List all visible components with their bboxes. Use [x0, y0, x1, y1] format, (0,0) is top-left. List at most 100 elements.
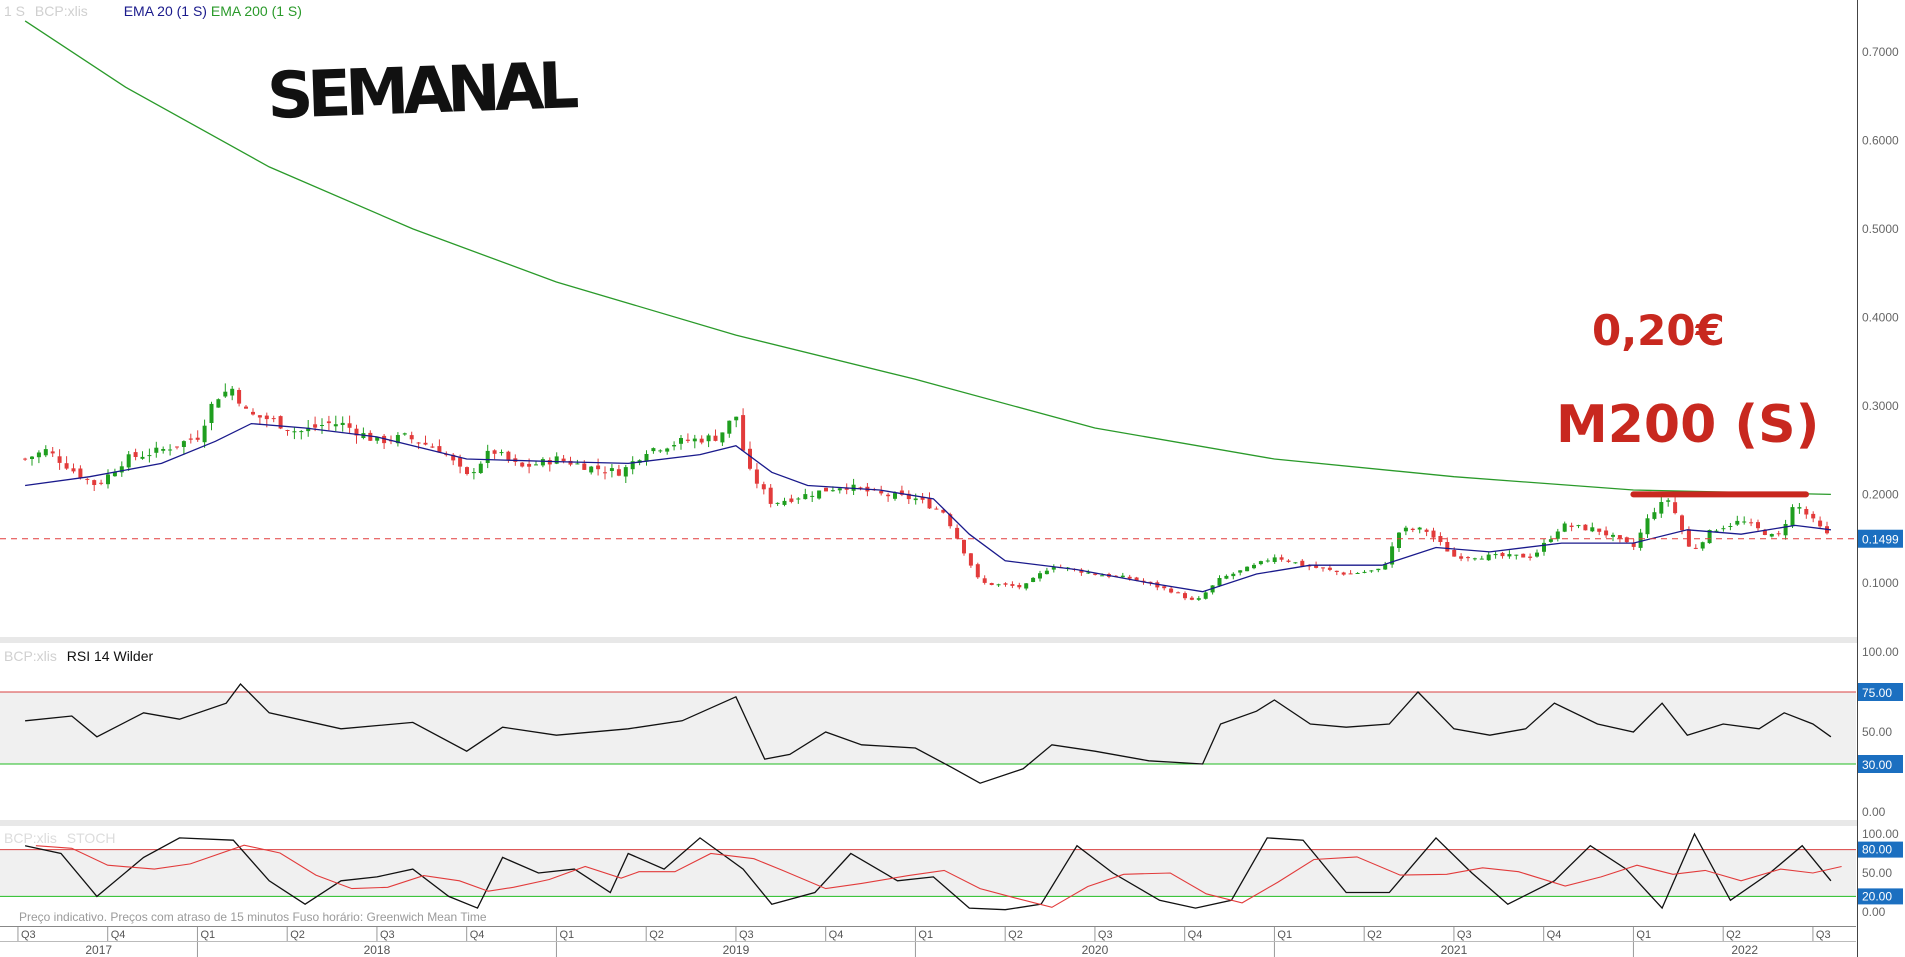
candle-body[interactable]: [1652, 512, 1657, 519]
candle-body[interactable]: [1031, 577, 1036, 582]
candle-body[interactable]: [1120, 575, 1125, 578]
candle-body[interactable]: [1479, 558, 1484, 560]
candle-body[interactable]: [1286, 560, 1291, 562]
candle-body[interactable]: [644, 454, 649, 462]
candle-body[interactable]: [340, 422, 345, 425]
candle-body[interactable]: [1017, 585, 1022, 588]
candle-body[interactable]: [161, 449, 166, 451]
candle-body[interactable]: [996, 584, 1001, 586]
candle-body[interactable]: [1624, 537, 1629, 543]
candle-body[interactable]: [582, 463, 587, 470]
candle-body[interactable]: [540, 459, 545, 466]
candle-body[interactable]: [789, 498, 794, 502]
candle-body[interactable]: [1528, 556, 1533, 558]
candle-body[interactable]: [1638, 532, 1643, 548]
candle-body[interactable]: [1611, 534, 1615, 537]
stoch-d-line[interactable]: [35, 844, 1842, 908]
candle-body[interactable]: [1673, 502, 1678, 514]
candle-body[interactable]: [1341, 572, 1346, 575]
candle-body[interactable]: [906, 493, 911, 500]
candle-body[interactable]: [830, 490, 835, 492]
candle-body[interactable]: [188, 438, 193, 440]
candle-body[interactable]: [1514, 554, 1519, 556]
candle-body[interactable]: [99, 482, 104, 484]
candle-body[interactable]: [1666, 500, 1671, 502]
stoch-k-line[interactable]: [24, 832, 1832, 911]
ema20-legend[interactable]: EMA 20 (1 S): [123, 3, 207, 19]
candle-body[interactable]: [761, 484, 766, 490]
candle-body[interactable]: [416, 442, 421, 444]
candle-body[interactable]: [844, 488, 849, 490]
candle-body[interactable]: [1397, 532, 1401, 548]
candle-body[interactable]: [1597, 528, 1602, 532]
ema200-line[interactable]: [24, 20, 1831, 496]
candle-body[interactable]: [1776, 533, 1781, 535]
candle-body[interactable]: [989, 583, 994, 585]
candle-body[interactable]: [230, 388, 235, 396]
candle-body[interactable]: [271, 418, 276, 420]
candle-body[interactable]: [402, 433, 407, 435]
candle-body[interactable]: [1127, 576, 1132, 579]
candle-body[interactable]: [810, 495, 815, 497]
ema200-legend[interactable]: EMA 200 (1 S): [210, 3, 302, 19]
candle-body[interactable]: [1742, 521, 1747, 523]
candle-body[interactable]: [713, 435, 718, 441]
candle-body[interactable]: [154, 447, 159, 453]
candle-body[interactable]: [1183, 593, 1187, 599]
candle-body[interactable]: [313, 424, 318, 428]
candle-body[interactable]: [1535, 552, 1539, 557]
candle-body[interactable]: [796, 498, 801, 500]
candle-body[interactable]: [941, 509, 946, 513]
candle-body[interactable]: [982, 578, 987, 583]
candle-body[interactable]: [603, 472, 607, 474]
candle-body[interactable]: [181, 441, 186, 447]
candle-body[interactable]: [568, 460, 573, 465]
candle-body[interactable]: [1334, 570, 1339, 572]
candle-body[interactable]: [1459, 556, 1464, 559]
candle-body[interactable]: [326, 421, 331, 424]
candle-body[interactable]: [1252, 564, 1256, 569]
candle-body[interactable]: [1100, 575, 1105, 577]
candle-body[interactable]: [57, 456, 62, 463]
rsi-title[interactable]: RSI 14 Wilder: [66, 648, 154, 664]
candle-body[interactable]: [437, 446, 442, 453]
candle-body[interactable]: [1203, 592, 1208, 599]
candle-body[interactable]: [554, 456, 559, 464]
candle-body[interactable]: [216, 399, 221, 408]
candle-body[interactable]: [1162, 586, 1167, 589]
candle-body[interactable]: [1272, 557, 1277, 562]
candle-body[interactable]: [1176, 592, 1181, 594]
candle-body[interactable]: [596, 465, 601, 470]
candle-body[interactable]: [244, 406, 248, 409]
candle-body[interactable]: [257, 415, 262, 418]
candle-body[interactable]: [264, 415, 269, 420]
candle-body[interactable]: [1631, 543, 1636, 547]
candle-body[interactable]: [168, 449, 173, 451]
candle-body[interactable]: [575, 463, 580, 465]
candle-body[interactable]: [1369, 570, 1374, 572]
candle-body[interactable]: [71, 468, 76, 472]
candle-body[interactable]: [1680, 515, 1684, 531]
candle-body[interactable]: [520, 462, 525, 467]
candle-body[interactable]: [727, 420, 732, 434]
candle-body[interactable]: [485, 450, 490, 463]
candle-body[interactable]: [589, 466, 594, 473]
candle-body[interactable]: [1452, 550, 1457, 557]
candle-body[interactable]: [92, 480, 97, 485]
candle-body[interactable]: [1300, 560, 1305, 566]
candle-body[interactable]: [1079, 569, 1084, 573]
candle-body[interactable]: [1424, 529, 1429, 532]
candle-body[interactable]: [1044, 570, 1049, 575]
candle-body[interactable]: [561, 458, 566, 462]
candle-body[interactable]: [630, 461, 635, 470]
candle-body[interactable]: [1196, 598, 1201, 600]
candle-body[interactable]: [1314, 565, 1319, 568]
candle-body[interactable]: [50, 451, 55, 454]
candle-body[interactable]: [1562, 523, 1567, 532]
candle-body[interactable]: [36, 452, 41, 458]
candle-body[interactable]: [658, 450, 663, 452]
candle-body[interactable]: [948, 514, 953, 527]
candle-body[interactable]: [1245, 566, 1250, 572]
candle-body[interactable]: [1383, 564, 1388, 570]
candle-body[interactable]: [886, 494, 891, 497]
